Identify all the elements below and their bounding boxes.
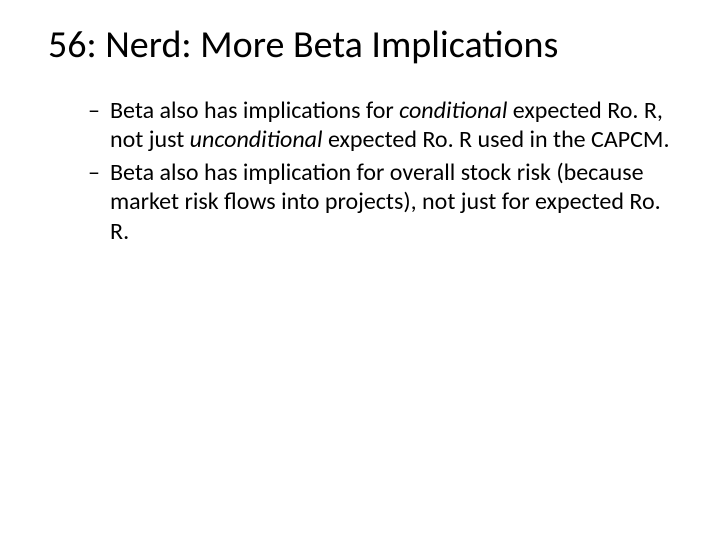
- slide: 56: Nerd: More Beta Implications – Beta …: [0, 0, 720, 540]
- slide-body: – Beta also has implications for conditi…: [48, 96, 672, 246]
- italic-run: conditional: [399, 96, 507, 125]
- bullet-item: – Beta also has implications for conditi…: [88, 96, 672, 155]
- text-run: expected Ro. R used in the CAPCM.: [323, 125, 670, 154]
- bullet-item: – Beta also has implication for overall …: [88, 158, 672, 246]
- bullet-text: Beta also has implication for overall st…: [110, 158, 672, 246]
- bullet-dash: –: [88, 158, 110, 187]
- slide-title: 56: Nerd: More Beta Implications: [48, 24, 672, 68]
- bullet-text: Beta also has implications for condition…: [110, 96, 672, 155]
- italic-run: unconditional: [190, 125, 323, 154]
- text-run: Beta also has implications for: [110, 96, 399, 125]
- bullet-dash: –: [88, 96, 110, 125]
